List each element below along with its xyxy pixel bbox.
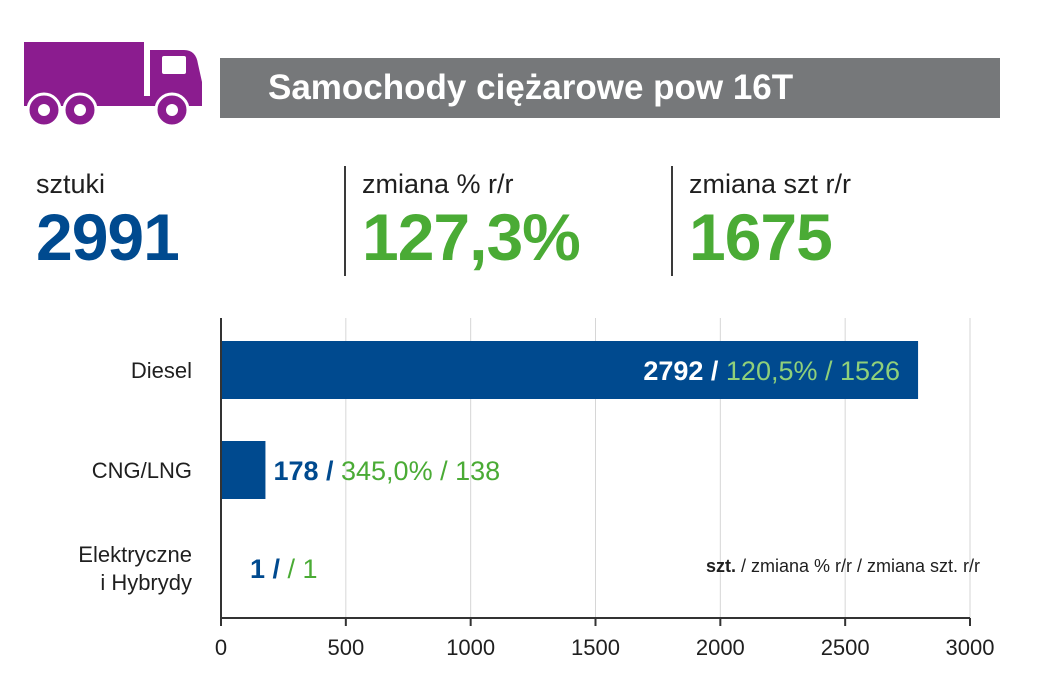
- truck-chassis: [24, 96, 202, 106]
- data-label-value: 2792 /: [643, 356, 726, 386]
- category-label: Elektryczne i Hybrydy: [78, 542, 192, 595]
- data-label-change: 345,0% / 138: [341, 456, 500, 486]
- category-label: Diesel: [131, 358, 192, 383]
- legend-note-bold: szt.: [706, 556, 736, 576]
- bar: [221, 441, 266, 499]
- stat-pct-change-label: zmiana % r/r: [362, 169, 514, 199]
- truck-window: [162, 56, 186, 74]
- page-title: Samochody ciężarowe pow 16T: [220, 58, 1000, 118]
- legend-note-text: / zmiana % r/r / zmiana szt. r/r: [736, 556, 980, 576]
- truck-cargo-box: [24, 42, 144, 96]
- category-label-line: Elektryczne: [78, 542, 192, 567]
- data-label-value: 1 /: [250, 554, 288, 584]
- truck-wheel: [154, 92, 190, 128]
- data-label-change: / 1: [288, 554, 318, 584]
- x-tick-label: 3000: [946, 635, 995, 660]
- stat-units-label: sztuki: [36, 169, 106, 199]
- stat-pct-change: zmiana % r/r 127,3%: [362, 166, 581, 276]
- truck-wheel: [26, 92, 62, 128]
- stat-unit-change: zmiana szt r/r 1675: [689, 166, 851, 276]
- category-label-line: i Hybrydy: [100, 570, 192, 595]
- category-label-line: CNG/LNG: [92, 458, 192, 483]
- divider: [671, 166, 673, 276]
- legend-note: szt. / zmiana % r/r / zmiana szt. r/r: [706, 556, 980, 576]
- x-tick-label: 500: [327, 635, 364, 660]
- truck-wheel: [62, 92, 98, 128]
- x-tick-label: 2500: [821, 635, 870, 660]
- x-tick-label: 2000: [696, 635, 745, 660]
- x-tick-label: 1000: [446, 635, 495, 660]
- divider: [344, 166, 346, 276]
- truck-icon: [24, 42, 202, 128]
- stat-pct-change-value: 127,3%: [362, 200, 581, 274]
- stat-unit-change-label: zmiana szt r/r: [689, 169, 852, 199]
- x-tick-label: 1500: [571, 635, 620, 660]
- category-label-line: Diesel: [131, 358, 192, 383]
- x-tick-label: 0: [215, 635, 227, 660]
- bar: [221, 341, 919, 399]
- data-label-value: 178 /: [273, 456, 341, 486]
- data-label: 2792 / 120,5% / 1526: [643, 356, 900, 386]
- stat-unit-change-value: 1675: [689, 200, 833, 274]
- stat-units: sztuki 2991: [36, 166, 180, 276]
- data-label-change: 120,5% / 1526: [726, 356, 900, 386]
- data-label: 178 / 345,0% / 138: [273, 456, 500, 486]
- stat-units-value: 2991: [36, 200, 180, 274]
- category-label: CNG/LNG: [92, 458, 192, 483]
- data-label: 1 / / 1: [250, 554, 318, 584]
